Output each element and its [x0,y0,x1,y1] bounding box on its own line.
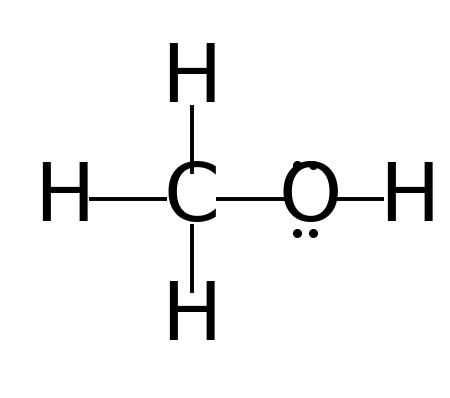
Text: H: H [379,160,439,238]
Text: H: H [161,41,222,119]
Text: O: O [279,160,342,238]
Text: H: H [161,279,222,357]
Text: C: C [163,160,220,238]
Text: H: H [34,160,94,238]
